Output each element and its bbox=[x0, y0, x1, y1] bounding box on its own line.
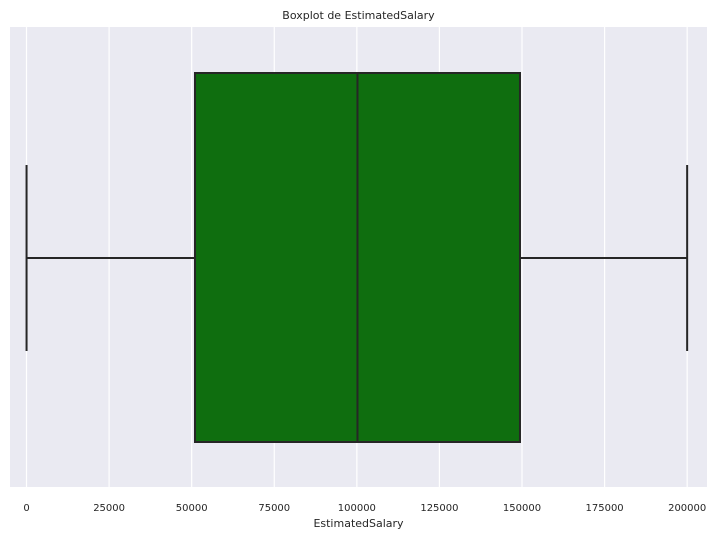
x-tick-label: 100000 bbox=[338, 503, 376, 514]
x-tick-label: 25000 bbox=[93, 503, 125, 514]
chart-title: Boxplot de EstimatedSalary bbox=[282, 9, 435, 22]
x-tick-label: 75000 bbox=[258, 503, 290, 514]
x-tick-label: 150000 bbox=[503, 503, 541, 514]
x-tick-label: 0 bbox=[23, 503, 29, 514]
x-tick-label: 50000 bbox=[176, 503, 208, 514]
x-axis-label: EstimatedSalary bbox=[313, 517, 404, 530]
x-tick-label: 175000 bbox=[586, 503, 624, 514]
box-plot bbox=[25, 72, 689, 443]
x-tick-label: 200000 bbox=[668, 503, 706, 514]
x-tick-label: 125000 bbox=[420, 503, 458, 514]
x-axis-ticks: 0 25000 50000 75000 100000 125000 150000 175000… bbox=[23, 503, 706, 514]
